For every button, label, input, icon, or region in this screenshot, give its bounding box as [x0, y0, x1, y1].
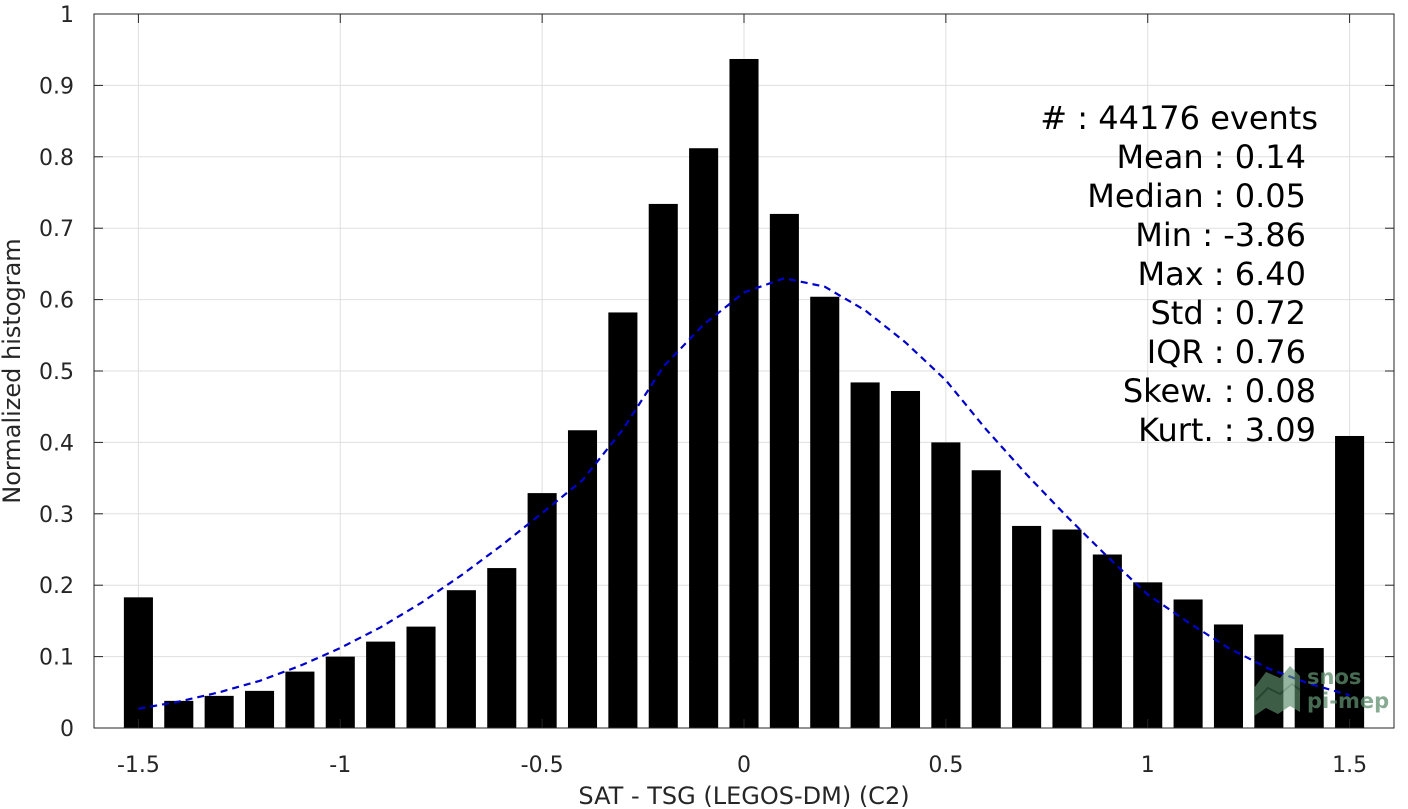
histogram-bar [567, 430, 598, 728]
x-tick-label: 0.5 [928, 753, 963, 778]
y-tick-label: 0.3 [39, 503, 74, 528]
histogram-bar [406, 626, 436, 728]
stat-line: Skew. : 0.08 [1123, 372, 1316, 410]
histogram-bar [1092, 554, 1122, 728]
y-tick-label: 0.5 [39, 360, 74, 385]
histogram-bar [769, 213, 799, 729]
histogram-bar [366, 641, 396, 728]
stat-line: # : 44176 events [1040, 99, 1318, 137]
stat-line: Std : 0.72 [1150, 294, 1306, 332]
snos-pi-mep-logo: snos pi-mep [1254, 665, 1389, 716]
histogram-bar [689, 148, 719, 728]
y-tick-labels: 0 0.1 0.2 0.3 0.4 0.5 0.6 0.7 0.8 0.9 1 [39, 3, 74, 742]
y-tick-label: 0.6 [39, 289, 74, 314]
histogram-bar [971, 470, 1001, 728]
histogram-bar [810, 296, 840, 728]
y-axis-title: Normalized histogram [0, 238, 26, 503]
histogram-bar [1052, 529, 1082, 728]
histogram-bar [1012, 525, 1042, 728]
y-tick-label: 0.7 [39, 217, 74, 242]
stat-line: Max : 6.40 [1137, 255, 1306, 293]
histogram-bar [446, 590, 476, 728]
histogram-bar [1213, 624, 1244, 728]
y-tick-label: 0 [60, 717, 74, 742]
y-tick-label: 0.2 [39, 574, 74, 599]
histogram-bar [487, 568, 517, 728]
y-tick-label: 0.4 [39, 431, 74, 456]
stat-line: Min : -3.86 [1135, 216, 1306, 254]
x-tick-label: 0 [737, 753, 751, 778]
histogram-bar [1335, 435, 1365, 728]
stat-line: Kurt. : 3.09 [1138, 411, 1316, 449]
y-tick-label: 0.9 [39, 74, 74, 99]
stat-line: Median : 0.05 [1087, 177, 1306, 215]
histogram-bar [164, 700, 194, 728]
histogram-bar [204, 695, 234, 728]
histogram-bar [325, 656, 355, 728]
x-tick-label: -1 [329, 753, 351, 778]
histogram-bar [931, 442, 961, 728]
bar-series [123, 58, 1365, 729]
x-tick-label: 1.5 [1332, 753, 1367, 778]
axis-ticks [94, 13, 1394, 729]
stat-line: Mean : 0.14 [1116, 138, 1306, 176]
histogram-bar [729, 58, 759, 729]
x-tick-label: -1.5 [117, 753, 160, 778]
x-tick-label: 1 [1141, 753, 1155, 778]
y-tick-label: 0.8 [39, 146, 74, 171]
histogram-bar [244, 690, 275, 728]
histogram-bar [1133, 582, 1163, 728]
fit-curve [138, 277, 1350, 710]
histogram-bar [648, 203, 678, 728]
histogram-bar [1173, 599, 1203, 728]
histogram-bar [890, 390, 921, 728]
x-tick-label: -0.5 [521, 753, 564, 778]
x-axis-title: SAT - TSG (LEGOS-DM) (C2) [578, 782, 909, 809]
histogram-bar [608, 312, 638, 728]
histogram-bar [123, 597, 153, 728]
histogram-bar [285, 671, 315, 728]
logo-text-line2: pi-mep [1307, 689, 1389, 713]
stat-line: IQR : 0.76 [1147, 333, 1306, 371]
x-tick-labels: -1.5 -1 -0.5 0 0.5 1 1.5 [117, 753, 1367, 778]
logo-icon [1254, 666, 1301, 716]
y-tick-label: 1 [60, 3, 74, 28]
y-tick-label: 0.1 [39, 646, 74, 671]
histogram-bar [850, 382, 880, 728]
logo-text-line1: snos [1307, 665, 1361, 689]
histogram-bar [527, 493, 557, 728]
